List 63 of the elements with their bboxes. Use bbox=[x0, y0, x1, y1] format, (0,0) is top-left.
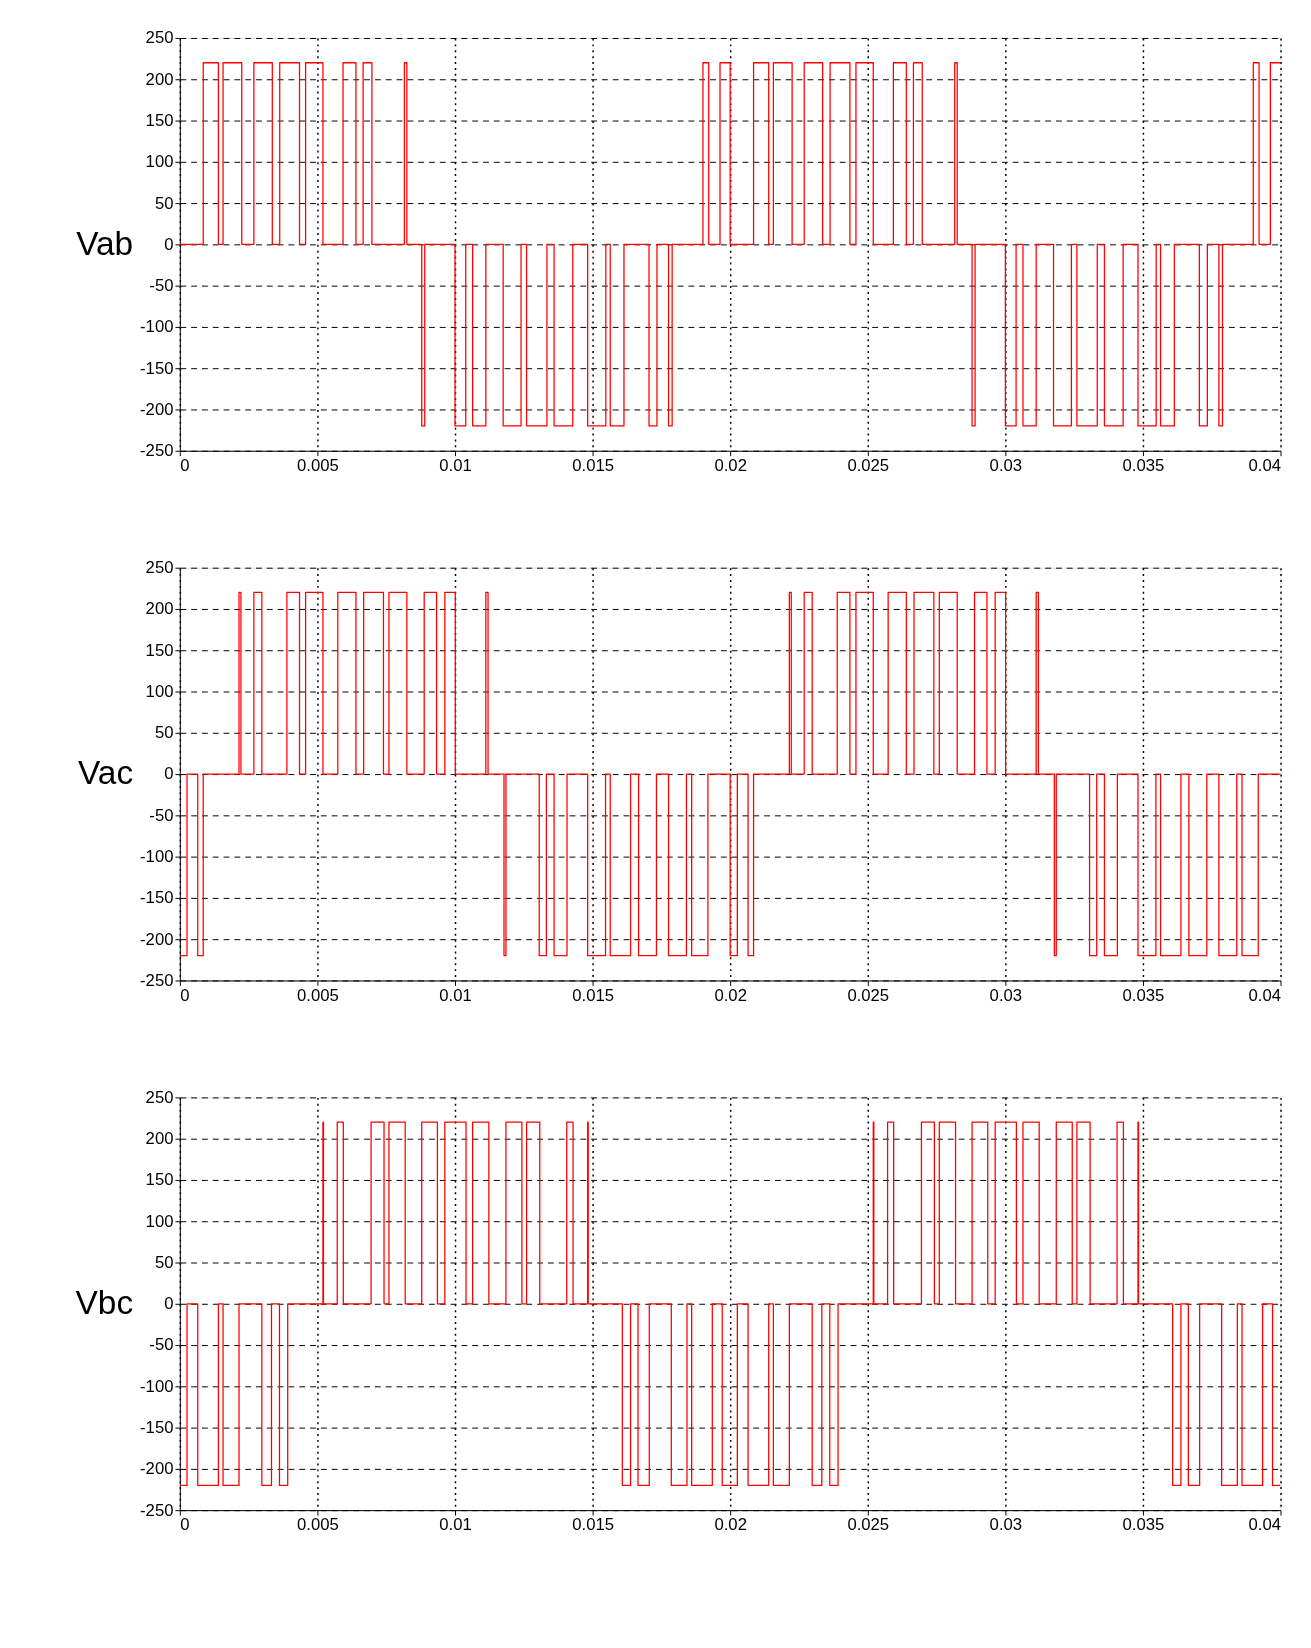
x-tick-label: 0.025 bbox=[847, 985, 890, 1005]
y-tick-label: -250 bbox=[140, 441, 174, 461]
y-tick-label: -50 bbox=[149, 805, 174, 825]
x-tick-label: 0.005 bbox=[297, 985, 339, 1005]
x-tick-label: 0.03 bbox=[989, 1515, 1023, 1535]
x-tick-label: 0.03 bbox=[989, 455, 1023, 475]
y-tick-label: 200 bbox=[145, 69, 174, 89]
x-tick-label: 0.015 bbox=[572, 455, 614, 475]
y-tick-label: 100 bbox=[145, 152, 174, 172]
x-tick-label: 0 bbox=[180, 1515, 190, 1535]
x-tick-label: 0.035 bbox=[1122, 985, 1165, 1005]
y-tick-label: -100 bbox=[140, 1376, 174, 1396]
y-tick-label: 50 bbox=[154, 723, 174, 743]
x-tick-label: 0.035 bbox=[1122, 1515, 1165, 1535]
x-tick-label: 0.005 bbox=[297, 1515, 339, 1535]
y-tick-label: 50 bbox=[154, 1252, 174, 1272]
x-tick-label: 0.02 bbox=[714, 985, 747, 1005]
x-tick-label: 0.005 bbox=[297, 455, 339, 475]
y-tick-label: 250 bbox=[145, 1087, 174, 1107]
y-tick-label: -150 bbox=[140, 1418, 174, 1438]
x-tick-label: 0.02 bbox=[714, 1515, 747, 1535]
y-tick-label: -50 bbox=[149, 1335, 174, 1355]
x-tick-label: 0.04 bbox=[1248, 1515, 1282, 1535]
x-tick-label: 0.025 bbox=[847, 455, 890, 475]
y-tick-label: 150 bbox=[145, 1170, 174, 1190]
y-tick-label: -200 bbox=[140, 1459, 174, 1479]
y-tick-label: 100 bbox=[145, 681, 174, 701]
x-tick-label: 0.02 bbox=[714, 455, 747, 475]
x-tick-label: 0.03 bbox=[989, 985, 1023, 1005]
y-tick-label: 50 bbox=[154, 193, 174, 213]
y-tick-label: 150 bbox=[145, 640, 174, 660]
y-tick-label: -50 bbox=[149, 276, 174, 296]
y-tick-label: -200 bbox=[140, 399, 174, 419]
y-tick-label: 250 bbox=[145, 28, 174, 48]
x-tick-label: 0.015 bbox=[572, 1515, 614, 1535]
y-tick-label: -250 bbox=[140, 970, 174, 990]
y-tick-label: 0 bbox=[164, 1294, 174, 1314]
x-tick-label: 0.04 bbox=[1248, 985, 1282, 1005]
x-tick-label: 0 bbox=[180, 455, 190, 475]
y-tick-label: -150 bbox=[140, 888, 174, 908]
x-tick-label: 0.04 bbox=[1248, 455, 1282, 475]
y-tick-label: -100 bbox=[140, 317, 174, 337]
y-axis-title: Vac bbox=[78, 754, 134, 792]
y-tick-label: 0 bbox=[164, 234, 174, 254]
x-tick-label: 0.025 bbox=[847, 1515, 890, 1535]
y-tick-label: 100 bbox=[145, 1211, 174, 1231]
y-tick-label: 200 bbox=[145, 599, 174, 619]
x-tick-label: 0.015 bbox=[572, 985, 614, 1005]
x-tick-label: 0.035 bbox=[1122, 455, 1165, 475]
x-tick-label: 0.01 bbox=[439, 985, 472, 1005]
y-tick-label: 200 bbox=[145, 1129, 174, 1149]
y-tick-label: 250 bbox=[145, 558, 174, 578]
y-axis-title: Vbc bbox=[75, 1284, 134, 1322]
y-tick-label: -250 bbox=[140, 1500, 174, 1520]
x-tick-label: 0 bbox=[180, 985, 190, 1005]
x-tick-label: 0.01 bbox=[439, 1515, 472, 1535]
y-tick-label: 0 bbox=[164, 764, 174, 784]
x-tick-label: 0.01 bbox=[439, 455, 472, 475]
y-tick-label: 150 bbox=[145, 110, 174, 130]
y-tick-label: -150 bbox=[140, 358, 174, 378]
y-tick-label: -200 bbox=[140, 929, 174, 949]
y-tick-label: -100 bbox=[140, 847, 174, 867]
y-axis-title: Vab bbox=[76, 224, 134, 262]
